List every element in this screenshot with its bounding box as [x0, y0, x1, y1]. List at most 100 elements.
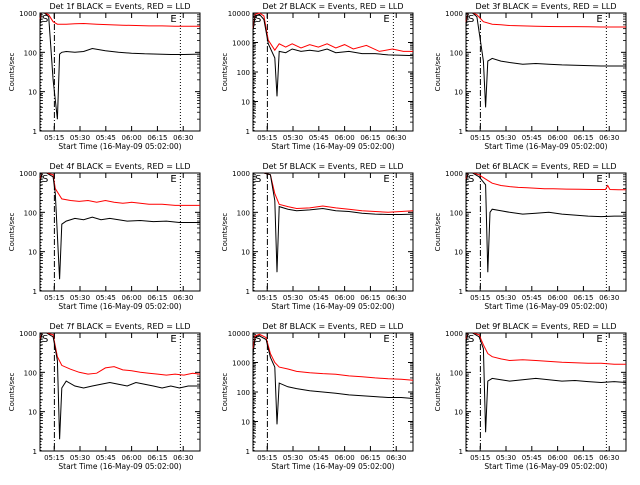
x-tick-label: 06:15: [573, 134, 593, 142]
events-series-line: [465, 332, 627, 433]
y-tick-label: 100: [237, 69, 250, 77]
end-marker: E: [170, 14, 176, 25]
start-marker: S: [42, 334, 48, 345]
y-tick-label: 10: [28, 409, 37, 417]
x-tick-label: 06:15: [360, 294, 380, 302]
panel-title: Det 8f BLACK = Events, RED = LLD: [262, 322, 403, 331]
x-tick-label: 06:30: [386, 134, 406, 142]
start-marker: S: [255, 174, 261, 185]
x-tick-label: 06:00: [548, 134, 568, 142]
x-axis-label: Start Time (16-May-09 05:02:00): [484, 142, 607, 151]
x-tick-label: 05:15: [257, 294, 277, 302]
events-series-line: [465, 12, 626, 108]
detector-panel: Det 1f BLACK = Events, RED = LLD 1 10 100 10…: [8, 2, 201, 151]
detector-panel: Det 6f BLACK = Events, RED = LLD 1 10 100 10…: [434, 162, 627, 311]
y-tick-label: 10: [454, 249, 463, 257]
start-marker: S: [468, 174, 474, 185]
y-tick-label: 10: [241, 99, 250, 107]
x-tick-label: 05:45: [96, 294, 116, 302]
lld-series-line: [465, 332, 626, 365]
lld-series-line: [39, 332, 201, 376]
x-tick-label: 06:00: [548, 294, 568, 302]
x-tick-label: 06:30: [386, 294, 406, 302]
x-tick-label: 05:15: [44, 134, 64, 142]
plot-frame: [465, 172, 627, 292]
y-axis-label: Counts/sec: [221, 53, 229, 92]
panel-title: Det 9f BLACK = Events, RED = LLD: [475, 322, 616, 331]
y-tick-label: 1: [33, 448, 37, 456]
start-marker: S: [42, 14, 48, 25]
y-tick-label: 1: [246, 448, 250, 456]
x-tick-label: 06:15: [573, 294, 593, 302]
x-tick-label: 05:45: [522, 454, 542, 462]
start-marker: S: [255, 14, 261, 25]
x-tick-label: 06:30: [599, 454, 619, 462]
x-axis-label: Start Time (16-May-09 05:02:00): [58, 302, 181, 311]
x-tick-label: 06:15: [360, 134, 380, 142]
panel-title: Det 7f BLACK = Events, RED = LLD: [49, 322, 190, 331]
y-tick-label: 1: [459, 448, 463, 456]
x-tick-label: 06:00: [122, 294, 142, 302]
x-tick-label: 06:00: [122, 134, 142, 142]
x-tick-label: 05:45: [522, 294, 542, 302]
end-marker: E: [170, 334, 176, 345]
x-tick-label: 06:30: [386, 454, 406, 462]
x-tick-label: 06:15: [360, 454, 380, 462]
x-tick-label: 06:00: [122, 454, 142, 462]
x-tick-label: 05:45: [522, 134, 542, 142]
start-marker: S: [42, 174, 48, 185]
y-tick-label: 1: [459, 288, 463, 296]
start-marker: S: [468, 334, 474, 345]
x-tick-label: 06:30: [173, 454, 193, 462]
detector-panel: Det 5f BLACK = Events, RED = LLD 1 10 100 10…: [221, 162, 414, 311]
x-tick-label: 05:30: [496, 134, 516, 142]
lld-series-line: [39, 12, 200, 27]
plot-frame: [39, 172, 201, 292]
lld-series-line: [465, 12, 626, 28]
end-marker: E: [596, 14, 602, 25]
y-tick-label: 100: [237, 209, 250, 217]
plot-frame: [39, 12, 201, 132]
x-tick-label: 06:15: [147, 134, 167, 142]
x-tick-label: 06:00: [548, 454, 568, 462]
y-tick-label: 1000: [445, 330, 463, 338]
x-tick-label: 05:30: [496, 294, 516, 302]
panel-title: Det 2f BLACK = Events, RED = LLD: [262, 2, 403, 11]
x-tick-label: 05:30: [283, 134, 303, 142]
end-marker: E: [170, 174, 176, 185]
x-tick-label: 06:30: [173, 294, 193, 302]
y-axis-label: Counts/sec: [434, 373, 442, 412]
x-tick-label: 06:00: [335, 294, 355, 302]
y-tick-label: 1: [246, 288, 250, 296]
y-tick-label: 1000: [19, 170, 37, 178]
x-axis-label: Start Time (16-May-09 05:02:00): [484, 302, 607, 311]
end-marker: E: [596, 174, 602, 185]
x-tick-label: 05:30: [283, 454, 303, 462]
x-tick-label: 05:15: [257, 454, 277, 462]
x-tick-label: 06:30: [599, 294, 619, 302]
end-marker: E: [383, 334, 389, 345]
x-tick-label: 05:30: [70, 454, 90, 462]
y-tick-label: 10000: [228, 10, 250, 18]
x-tick-label: 05:15: [470, 454, 490, 462]
y-axis-label: Counts/sec: [8, 53, 16, 92]
y-tick-label: 1: [33, 288, 37, 296]
end-marker: E: [383, 14, 389, 25]
y-tick-label: 100: [450, 209, 463, 217]
lld-series-line: [252, 12, 413, 52]
events-series-line: [253, 172, 414, 273]
x-tick-label: 05:15: [44, 454, 64, 462]
events-series-line: [465, 172, 626, 273]
detector-panel: Det 3f BLACK = Events, RED = LLD 1 10 100 10…: [434, 2, 627, 151]
panel-title: Det 4f BLACK = Events, RED = LLD: [49, 162, 190, 171]
y-tick-label: 1000: [445, 170, 463, 178]
x-tick-label: 06:15: [147, 454, 167, 462]
x-tick-label: 05:30: [283, 294, 303, 302]
events-series-line: [252, 13, 414, 97]
y-axis-label: Counts/sec: [221, 373, 229, 412]
panel-title: Det 5f BLACK = Events, RED = LLD: [262, 162, 403, 171]
y-tick-label: 1: [459, 128, 463, 136]
plot-frame: [252, 332, 414, 452]
y-tick-label: 1000: [445, 10, 463, 18]
